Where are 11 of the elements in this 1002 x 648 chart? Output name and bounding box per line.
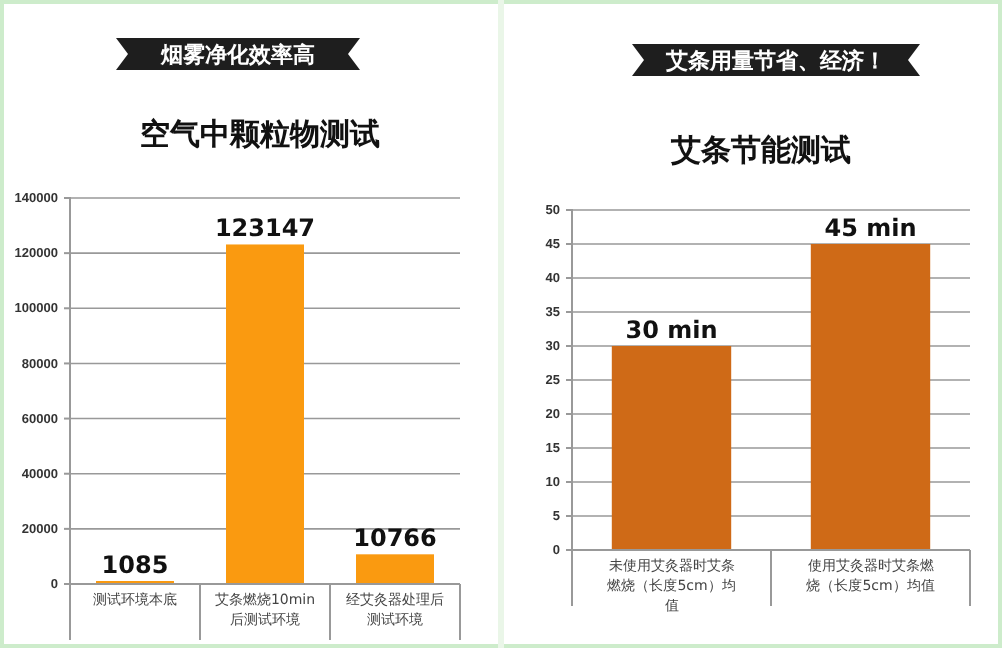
data-label: 45 min	[824, 214, 917, 242]
data-label: 30 min	[625, 316, 718, 344]
data-label: 1085	[101, 551, 169, 580]
chart-title: 烟雾净化效率高	[159, 42, 315, 68]
bar	[226, 244, 304, 584]
chart-title: 艾条用量节省、经济！	[664, 48, 886, 74]
bar	[356, 554, 434, 584]
data-label: 10766	[353, 524, 437, 553]
chart-subtitle: 艾条节能测试	[669, 132, 851, 168]
chart-subtitle: 空气中颗粒物测试	[140, 116, 380, 152]
data-label: 123147	[214, 214, 316, 243]
